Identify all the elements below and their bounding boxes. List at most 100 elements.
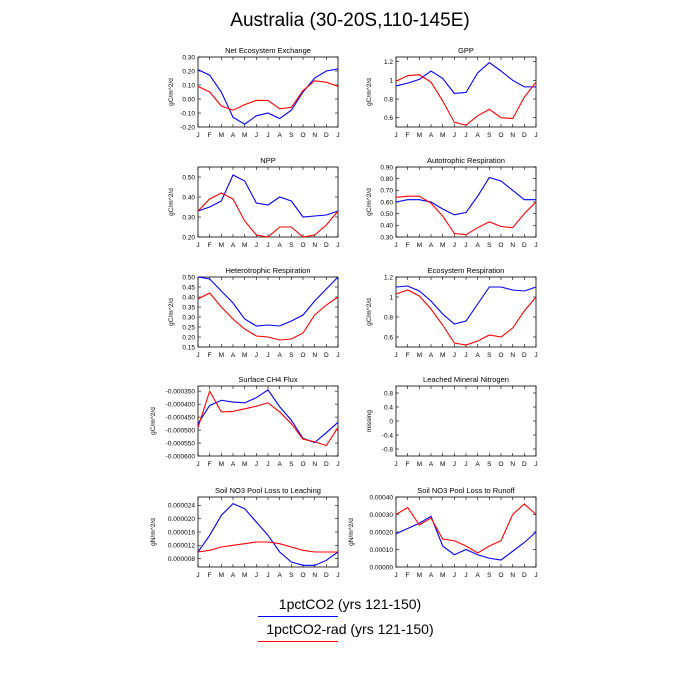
x-tick-label: M bbox=[242, 242, 247, 249]
y-tick-label: 0.6 bbox=[384, 334, 393, 341]
x-tick-label: J bbox=[464, 461, 467, 468]
x-tick-label: M bbox=[219, 572, 224, 579]
panel-frame bbox=[395, 496, 537, 568]
x-tick-label: J bbox=[336, 572, 339, 579]
x-tick-label: N bbox=[312, 572, 317, 579]
x-tick-label: F bbox=[406, 572, 410, 579]
y-axis-label: missing bbox=[366, 410, 373, 432]
series-line-1pctco2 bbox=[395, 515, 537, 561]
y-tick-label: 0.15 bbox=[182, 344, 195, 351]
x-tick-label: J bbox=[266, 132, 269, 139]
x-tick-label: A bbox=[475, 352, 480, 359]
y-tick-label: -0.000350 bbox=[166, 388, 196, 395]
x-tick-label: J bbox=[196, 572, 199, 579]
y-tick-label: -0.000550 bbox=[166, 440, 196, 447]
x-tick-label: O bbox=[300, 132, 305, 139]
x-tick-label: F bbox=[208, 132, 212, 139]
x-tick-label: A bbox=[429, 572, 434, 579]
panel-frame bbox=[395, 276, 537, 348]
x-tick-label: D bbox=[522, 461, 527, 468]
x-tick-label: J bbox=[266, 572, 269, 579]
x-tick-label: J bbox=[255, 461, 258, 468]
y-tick-label: 0.30 bbox=[182, 314, 195, 321]
x-tick-label: J bbox=[394, 461, 397, 468]
x-tick-label: M bbox=[242, 352, 247, 359]
x-tick-label: A bbox=[429, 352, 434, 359]
series-line-1pctco2-rad bbox=[395, 74, 537, 126]
x-tick-label: J bbox=[255, 352, 258, 359]
panel-title: Soil NO3 Pool Loss to Runoff bbox=[417, 486, 515, 495]
x-tick-label: A bbox=[231, 242, 236, 249]
x-tick-label: M bbox=[417, 572, 422, 579]
series-line-1pctco2 bbox=[197, 389, 339, 444]
x-tick-label: S bbox=[487, 572, 492, 579]
panel-title: Soil NO3 Pool Loss to Leaching bbox=[215, 486, 321, 495]
y-tick-label: 0.25 bbox=[182, 324, 195, 331]
x-tick-label: D bbox=[522, 352, 527, 359]
x-tick-label: M bbox=[417, 242, 422, 249]
figure-title: Australia (30-20S,110-145E) bbox=[230, 10, 470, 31]
x-tick-label: J bbox=[534, 242, 537, 249]
y-tick-label: 0 bbox=[389, 418, 393, 425]
y-tick-label: -0.000400 bbox=[166, 401, 196, 408]
x-tick-label: N bbox=[510, 572, 515, 579]
x-tick-label: S bbox=[289, 352, 294, 359]
series-line-1pctco2-rad bbox=[197, 541, 338, 553]
x-tick-label: M bbox=[219, 352, 224, 359]
y-tick-label: 0.000024 bbox=[168, 503, 195, 510]
panel-title: NPP bbox=[260, 156, 275, 165]
x-tick-label: M bbox=[417, 352, 422, 359]
x-tick-label: J bbox=[255, 242, 258, 249]
y-axis-label: gC/m^2/d bbox=[366, 298, 373, 326]
x-tick-label: F bbox=[208, 461, 212, 468]
panel-title: Ecosystem Respiration bbox=[428, 266, 505, 275]
x-tick-label: O bbox=[300, 461, 305, 468]
legend-label-1pctco2-rad: 1pctCO2-rad (yrs 121-150) bbox=[266, 621, 434, 637]
x-tick-label: J bbox=[394, 352, 397, 359]
x-tick-label: M bbox=[440, 572, 445, 579]
x-tick-label: A bbox=[429, 461, 434, 468]
y-tick-label: 0.50 bbox=[380, 211, 393, 218]
x-tick-label: J bbox=[266, 352, 269, 359]
y-tick-label: -0.20 bbox=[180, 124, 195, 131]
x-tick-label: D bbox=[522, 132, 527, 139]
x-tick-label: J bbox=[453, 572, 456, 579]
y-axis-label: gN/m^2/d bbox=[150, 518, 157, 546]
y-tick-label: -0.4 bbox=[382, 432, 394, 439]
x-tick-label: A bbox=[475, 461, 480, 468]
series-line-1pctco2-rad bbox=[395, 503, 537, 554]
panel-frame bbox=[197, 496, 339, 568]
x-tick-label: O bbox=[300, 352, 305, 359]
y-tick-label: 0.40 bbox=[380, 223, 393, 230]
panel-title: Leached Mineral Nitrogen bbox=[423, 375, 509, 384]
x-tick-label: J bbox=[534, 461, 537, 468]
series-line-1pctco2-rad bbox=[197, 389, 339, 447]
x-tick-label: F bbox=[208, 242, 212, 249]
panel-frame bbox=[395, 166, 537, 238]
x-tick-label: A bbox=[231, 572, 236, 579]
y-tick-label: 0.6 bbox=[384, 115, 393, 122]
x-tick-label: M bbox=[219, 461, 224, 468]
x-tick-label: M bbox=[242, 572, 247, 579]
series-line-1pctco2-rad bbox=[197, 192, 339, 238]
x-tick-label: J bbox=[196, 242, 199, 249]
y-tick-label: 0.30 bbox=[380, 234, 393, 241]
x-tick-label: F bbox=[406, 461, 410, 468]
y-axis-label: gC/m^2/d bbox=[366, 188, 373, 216]
x-tick-label: J bbox=[534, 572, 537, 579]
y-tick-label: 0.20 bbox=[182, 68, 195, 75]
x-tick-label: N bbox=[510, 352, 515, 359]
x-tick-label: O bbox=[498, 352, 503, 359]
x-tick-label: M bbox=[219, 132, 224, 139]
y-tick-label: -0.10 bbox=[180, 110, 195, 117]
x-tick-label: J bbox=[464, 572, 467, 579]
x-tick-label: J bbox=[336, 352, 339, 359]
y-tick-label: 0.8 bbox=[384, 314, 393, 321]
y-tick-label: 0.40 bbox=[182, 194, 195, 201]
panel-frame bbox=[197, 385, 339, 457]
x-tick-label: M bbox=[440, 132, 445, 139]
x-tick-label: O bbox=[498, 572, 503, 579]
